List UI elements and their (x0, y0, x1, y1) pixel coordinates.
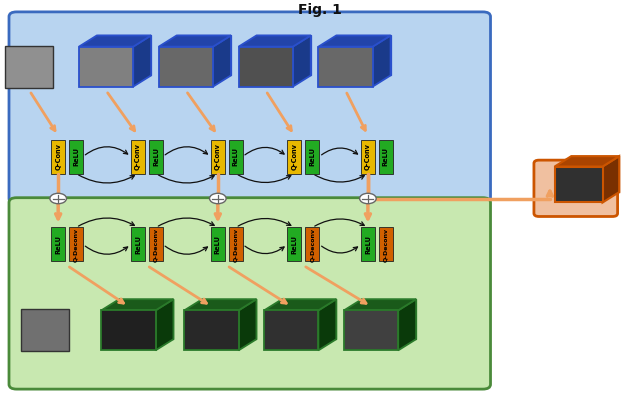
Polygon shape (159, 35, 231, 47)
Polygon shape (101, 310, 156, 350)
Polygon shape (555, 156, 619, 166)
Polygon shape (319, 299, 336, 350)
FancyBboxPatch shape (9, 12, 490, 203)
Polygon shape (79, 47, 133, 87)
Polygon shape (344, 310, 398, 350)
Text: Q-Deconv: Q-Deconv (74, 227, 79, 261)
FancyBboxPatch shape (211, 140, 225, 174)
Text: ReLU: ReLU (73, 147, 79, 166)
Polygon shape (79, 35, 151, 47)
FancyBboxPatch shape (287, 140, 301, 174)
Polygon shape (101, 299, 173, 310)
Text: Fig. 1: Fig. 1 (298, 3, 342, 17)
Polygon shape (264, 310, 319, 350)
FancyBboxPatch shape (379, 227, 393, 261)
Text: Q-Conv: Q-Conv (365, 143, 371, 170)
Polygon shape (159, 47, 213, 87)
Polygon shape (133, 35, 151, 87)
Polygon shape (603, 156, 619, 203)
FancyBboxPatch shape (131, 140, 145, 174)
Text: ReLU: ReLU (215, 235, 221, 254)
Text: ReLU: ReLU (365, 235, 371, 254)
FancyBboxPatch shape (211, 227, 225, 261)
FancyBboxPatch shape (51, 140, 65, 174)
Polygon shape (264, 299, 336, 310)
FancyBboxPatch shape (149, 140, 163, 174)
Text: ReLU: ReLU (135, 235, 141, 254)
Polygon shape (555, 166, 603, 203)
Polygon shape (239, 299, 257, 350)
Polygon shape (184, 299, 257, 310)
FancyBboxPatch shape (379, 140, 393, 174)
FancyBboxPatch shape (228, 140, 243, 174)
Text: Q-Conv: Q-Conv (135, 143, 141, 170)
Text: ReLU: ReLU (55, 235, 61, 254)
Polygon shape (319, 35, 390, 47)
Circle shape (50, 193, 67, 204)
Text: ReLU: ReLU (291, 235, 298, 254)
Text: ReLU: ReLU (153, 147, 159, 166)
FancyBboxPatch shape (287, 227, 301, 261)
FancyBboxPatch shape (69, 140, 83, 174)
Polygon shape (22, 310, 69, 351)
Text: Q-Conv: Q-Conv (215, 143, 221, 170)
Text: Q-Deconv: Q-Deconv (233, 227, 238, 261)
Polygon shape (213, 35, 231, 87)
Polygon shape (6, 46, 53, 87)
Text: ReLU: ReLU (309, 147, 316, 166)
Text: Q-Deconv: Q-Deconv (310, 227, 315, 261)
Polygon shape (398, 299, 416, 350)
FancyBboxPatch shape (361, 140, 375, 174)
Polygon shape (239, 47, 293, 87)
FancyBboxPatch shape (534, 160, 618, 217)
FancyBboxPatch shape (69, 227, 83, 261)
Polygon shape (319, 47, 372, 87)
FancyBboxPatch shape (51, 227, 65, 261)
FancyBboxPatch shape (131, 227, 145, 261)
FancyBboxPatch shape (9, 198, 490, 389)
Polygon shape (156, 299, 173, 350)
Polygon shape (372, 35, 390, 87)
Polygon shape (293, 35, 311, 87)
Polygon shape (344, 299, 416, 310)
Text: Q-Conv: Q-Conv (291, 143, 298, 170)
FancyBboxPatch shape (305, 140, 319, 174)
Polygon shape (239, 35, 311, 47)
Circle shape (209, 193, 226, 204)
Text: ReLU: ReLU (233, 147, 239, 166)
FancyBboxPatch shape (149, 227, 163, 261)
Text: Q-Conv: Q-Conv (55, 143, 61, 170)
Polygon shape (184, 310, 239, 350)
Text: ReLU: ReLU (383, 147, 388, 166)
FancyBboxPatch shape (228, 227, 243, 261)
Text: Q-Deconv: Q-Deconv (383, 227, 388, 261)
FancyBboxPatch shape (305, 227, 319, 261)
FancyBboxPatch shape (361, 227, 375, 261)
Circle shape (360, 193, 376, 204)
Text: Q-Deconv: Q-Deconv (154, 227, 158, 261)
